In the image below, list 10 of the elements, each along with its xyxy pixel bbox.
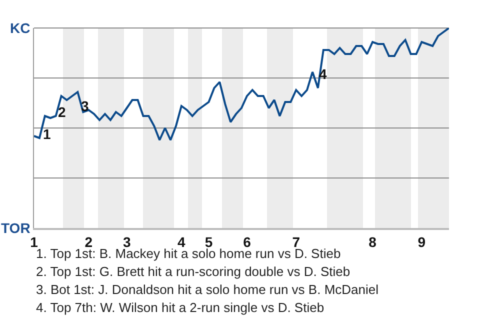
annotation: 1: [43, 126, 51, 142]
text: TOR: [1, 220, 30, 236]
text: 3. Bot 1st: J. Donaldson hit a solo home run vs B. McDaniel: [36, 282, 379, 297]
x-tick-label: 1: [30, 234, 38, 250]
text: 4. Top 7th: W. Wilson hit a 2-run single vs D. Stieb: [36, 300, 324, 315]
annotation: 2: [58, 104, 66, 120]
text: KC: [10, 20, 30, 36]
text: 2. Top 1st: G. Brett hit a run-scoring double vs D. Stieb: [36, 264, 350, 279]
x-tick-label: 8: [368, 234, 377, 250]
x-tick-label: 9: [418, 234, 426, 250]
